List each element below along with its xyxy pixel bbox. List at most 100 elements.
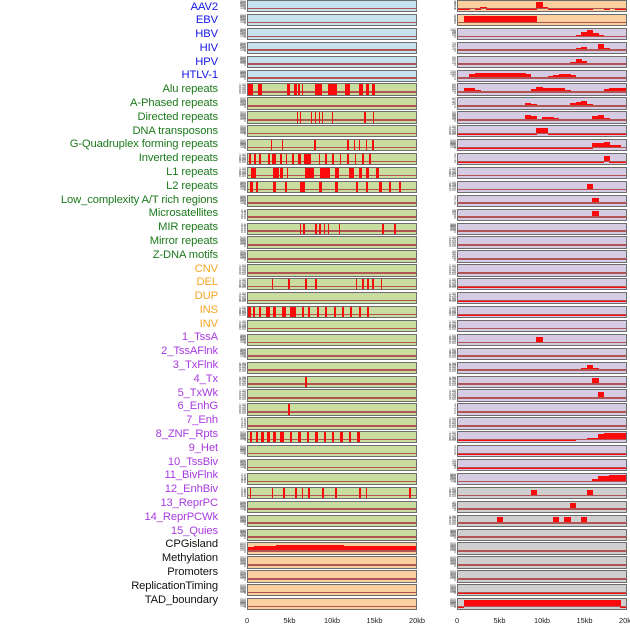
y-tick-label: 300 (240, 503, 246, 508)
right-track-g-quadruplex-forming-repeats[interactable] (457, 139, 627, 152)
right-track-12-enhbiv[interactable] (457, 486, 627, 500)
right-track-5-txwk[interactable] (457, 389, 627, 402)
right-track-tad-boundary[interactable] (457, 598, 627, 611)
left-track-dna-transposons[interactable] (247, 125, 417, 138)
right-track-10-tssbiv[interactable] (457, 459, 627, 472)
right-track-mir-repeats[interactable] (457, 222, 627, 235)
left-track-microsatellites[interactable] (247, 208, 417, 221)
y-tick-label: 0 (244, 591, 246, 596)
left-track-9-het[interactable] (247, 445, 417, 458)
left-track-g-quadruplex-forming-repeats[interactable] (247, 139, 417, 152)
right-track-13-reprpc[interactable] (457, 500, 627, 514)
left-track-promoters[interactable] (247, 570, 417, 583)
left-track-htlv-1[interactable] (247, 69, 417, 82)
left-track-10-tssbiv[interactable] (247, 459, 417, 472)
y-tick-label: 0.50 (239, 365, 246, 370)
left-track-12-enhbiv[interactable] (247, 486, 417, 500)
right-track-ins[interactable] (457, 306, 627, 319)
right-track-mirror-repeats[interactable] (457, 236, 627, 249)
y-tick-label: 0 (244, 257, 246, 262)
right-track-low-complexity-a-t-rich-regions[interactable] (457, 194, 627, 208)
right-track-3-txflnk[interactable] (457, 361, 627, 374)
left-track-14-reprpcwk[interactable] (247, 514, 417, 527)
left-track-l2-repeats[interactable] (247, 180, 417, 194)
left-track-alu-repeats[interactable] (247, 83, 417, 96)
right-track-dna-transposons[interactable] (457, 125, 627, 138)
left-track-cpgisland[interactable] (247, 542, 417, 555)
left-track-aav2[interactable] (247, 0, 417, 13)
right-track-promoters[interactable] (457, 570, 627, 583)
right-track-cpgisland[interactable] (457, 542, 627, 555)
right-track-methylation[interactable] (457, 556, 627, 569)
right-track-ebv[interactable] (457, 13, 627, 27)
left-track-del[interactable] (247, 278, 417, 291)
right-track-inverted-repeats[interactable] (457, 153, 627, 166)
right-track-dup[interactable] (457, 292, 627, 305)
left-track-4-tx[interactable] (247, 375, 417, 388)
density-bin (581, 600, 588, 608)
left-track-5-txwk[interactable] (247, 389, 417, 402)
track-baseline (248, 466, 416, 469)
left-track-2-tssaflnk[interactable] (247, 347, 417, 361)
left-track-15-quies[interactable] (247, 528, 417, 541)
left-track-dup[interactable] (247, 292, 417, 305)
right-track-htlv-1[interactable] (457, 69, 627, 82)
right-track-del[interactable] (457, 278, 627, 291)
right-track-hpv[interactable] (457, 55, 627, 68)
density-bin (564, 74, 571, 79)
left-track-hiv[interactable] (247, 41, 417, 55)
left-track-mir-repeats[interactable] (247, 222, 417, 235)
right-track-15-quies[interactable] (457, 528, 627, 541)
right-track-inv[interactable] (457, 319, 627, 333)
left-track-inv[interactable] (247, 319, 417, 333)
left-track-hpv[interactable] (247, 55, 417, 68)
left-track-hbv[interactable] (247, 27, 417, 41)
left-track-low-complexity-a-t-rich-regions[interactable] (247, 194, 417, 208)
left-track-11-bivflnk[interactable] (247, 472, 417, 486)
right-track-replicationtiming[interactable] (457, 584, 627, 597)
left-track-tad-boundary[interactable] (247, 598, 417, 611)
left-track-l1-repeats[interactable] (247, 166, 417, 180)
right-track-directed-repeats[interactable] (457, 111, 627, 124)
left-track-1-tssa[interactable] (247, 333, 417, 347)
left-track-3-txflnk[interactable] (247, 361, 417, 374)
left-track-a-phased-repeats[interactable] (247, 97, 417, 110)
left-track-inverted-repeats[interactable] (247, 153, 417, 166)
right-track-a-phased-repeats[interactable] (457, 97, 627, 110)
right-track-aav2[interactable] (457, 0, 627, 13)
right-track-11-bivflnk[interactable] (457, 472, 627, 486)
right-track-7-enh[interactable] (457, 417, 627, 430)
left-track-7-enh[interactable] (247, 417, 417, 430)
left-track-z-dna-motifs[interactable] (247, 250, 417, 263)
right-track-8-znf-rpts[interactable] (457, 431, 627, 444)
left-track-ins[interactable] (247, 306, 417, 319)
right-track-6-enhg[interactable] (457, 403, 627, 416)
right-track-microsatellites[interactable] (457, 208, 627, 221)
right-track-hiv[interactable] (457, 41, 627, 55)
left-track-replicationtiming[interactable] (247, 584, 417, 597)
left-track-directed-repeats[interactable] (247, 111, 417, 124)
y-tick-label: 10 (452, 255, 456, 260)
right-track-4-tx[interactable] (457, 375, 627, 388)
left-track-methylation[interactable] (247, 556, 417, 569)
left-track-8-znf-rpts[interactable] (247, 431, 417, 444)
right-track-9-het[interactable] (457, 445, 627, 458)
right-track-l1-repeats[interactable] (457, 166, 627, 180)
left-track-mirror-repeats[interactable] (247, 236, 417, 249)
left-track-13-reprpc[interactable] (247, 500, 417, 514)
y-tick-label: 0.75 (239, 85, 246, 90)
y-tick-label: 0 (454, 90, 456, 95)
right-track-2-tssaflnk[interactable] (457, 347, 627, 361)
right-track-cnv[interactable] (457, 264, 627, 277)
right-track-hbv[interactable] (457, 27, 627, 41)
y-tick-label: 0.25 (449, 325, 456, 330)
y-tick-label: 60 (452, 55, 456, 60)
right-track-14-reprpcwk[interactable] (457, 514, 627, 527)
left-track-6-enhg[interactable] (247, 403, 417, 416)
right-track-l2-repeats[interactable] (457, 180, 627, 194)
right-track-z-dna-motifs[interactable] (457, 250, 627, 263)
right-track-alu-repeats[interactable] (457, 83, 627, 96)
right-track-1-tssa[interactable] (457, 333, 627, 347)
left-track-cnv[interactable] (247, 264, 417, 277)
left-track-ebv[interactable] (247, 13, 417, 27)
